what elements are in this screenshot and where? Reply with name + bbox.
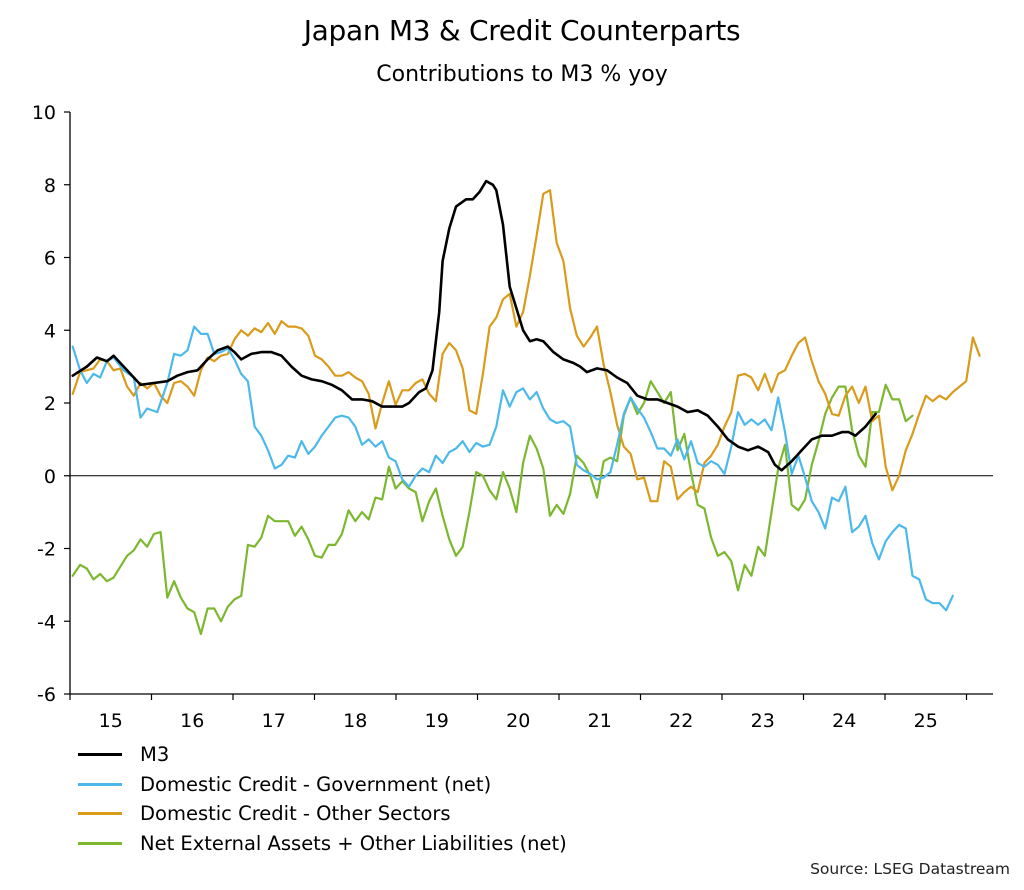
legend-item: Net External Assets + Other Liabilities … bbox=[78, 829, 567, 859]
x-tick-label: 19 bbox=[425, 710, 449, 732]
series-line-3 bbox=[71, 380, 914, 636]
chart-title: Japan M3 & Credit Counterparts bbox=[303, 14, 741, 47]
legend-swatch bbox=[78, 812, 122, 816]
series-line-1 bbox=[71, 325, 954, 612]
legend-swatch bbox=[78, 841, 122, 845]
x-tick-label: 15 bbox=[99, 710, 123, 732]
legend-item: Domestic Credit - Government (net) bbox=[78, 770, 567, 800]
x-tick-label: 17 bbox=[262, 710, 286, 732]
chart-legend: M3 Domestic Credit - Government (net) Dome… bbox=[78, 740, 567, 858]
source-note: Source: LSEG Datastream bbox=[810, 860, 1010, 878]
y-tick-label: -4 bbox=[37, 611, 56, 633]
y-tick-label: -6 bbox=[37, 684, 56, 706]
x-tick-label: 23 bbox=[751, 710, 775, 732]
series-line-2 bbox=[71, 189, 981, 503]
y-tick-label: 2 bbox=[44, 393, 56, 415]
legend-swatch bbox=[78, 753, 122, 757]
legend-label: M3 bbox=[140, 743, 170, 767]
series-line-0 bbox=[71, 179, 877, 472]
x-tick-label: 24 bbox=[832, 710, 856, 732]
y-tick-label: 8 bbox=[44, 175, 56, 197]
chart-subtitle: Contributions to M3 % yoy bbox=[376, 62, 668, 87]
y-tick-label: -2 bbox=[37, 539, 56, 561]
y-tick-label: 10 bbox=[32, 102, 56, 124]
x-tick-label: 18 bbox=[343, 710, 367, 732]
x-tick-label: 16 bbox=[180, 710, 204, 732]
y-tick-label: 0 bbox=[44, 466, 56, 488]
legend-label: Domestic Credit - Government (net) bbox=[140, 772, 492, 796]
legend-label: Domestic Credit - Other Sectors bbox=[140, 802, 451, 826]
x-tick-label: 25 bbox=[914, 710, 938, 732]
legend-swatch bbox=[78, 782, 122, 786]
y-tick-label: 6 bbox=[44, 248, 56, 270]
legend-item: M3 bbox=[78, 740, 567, 770]
legend-item: Domestic Credit - Other Sectors bbox=[78, 799, 567, 829]
legend-label: Net External Assets + Other Liabilities … bbox=[140, 831, 567, 855]
x-tick-label: 22 bbox=[669, 710, 693, 732]
x-tick-label: 21 bbox=[588, 710, 612, 732]
x-tick-label: 20 bbox=[506, 710, 530, 732]
y-tick-label: 4 bbox=[44, 320, 56, 342]
